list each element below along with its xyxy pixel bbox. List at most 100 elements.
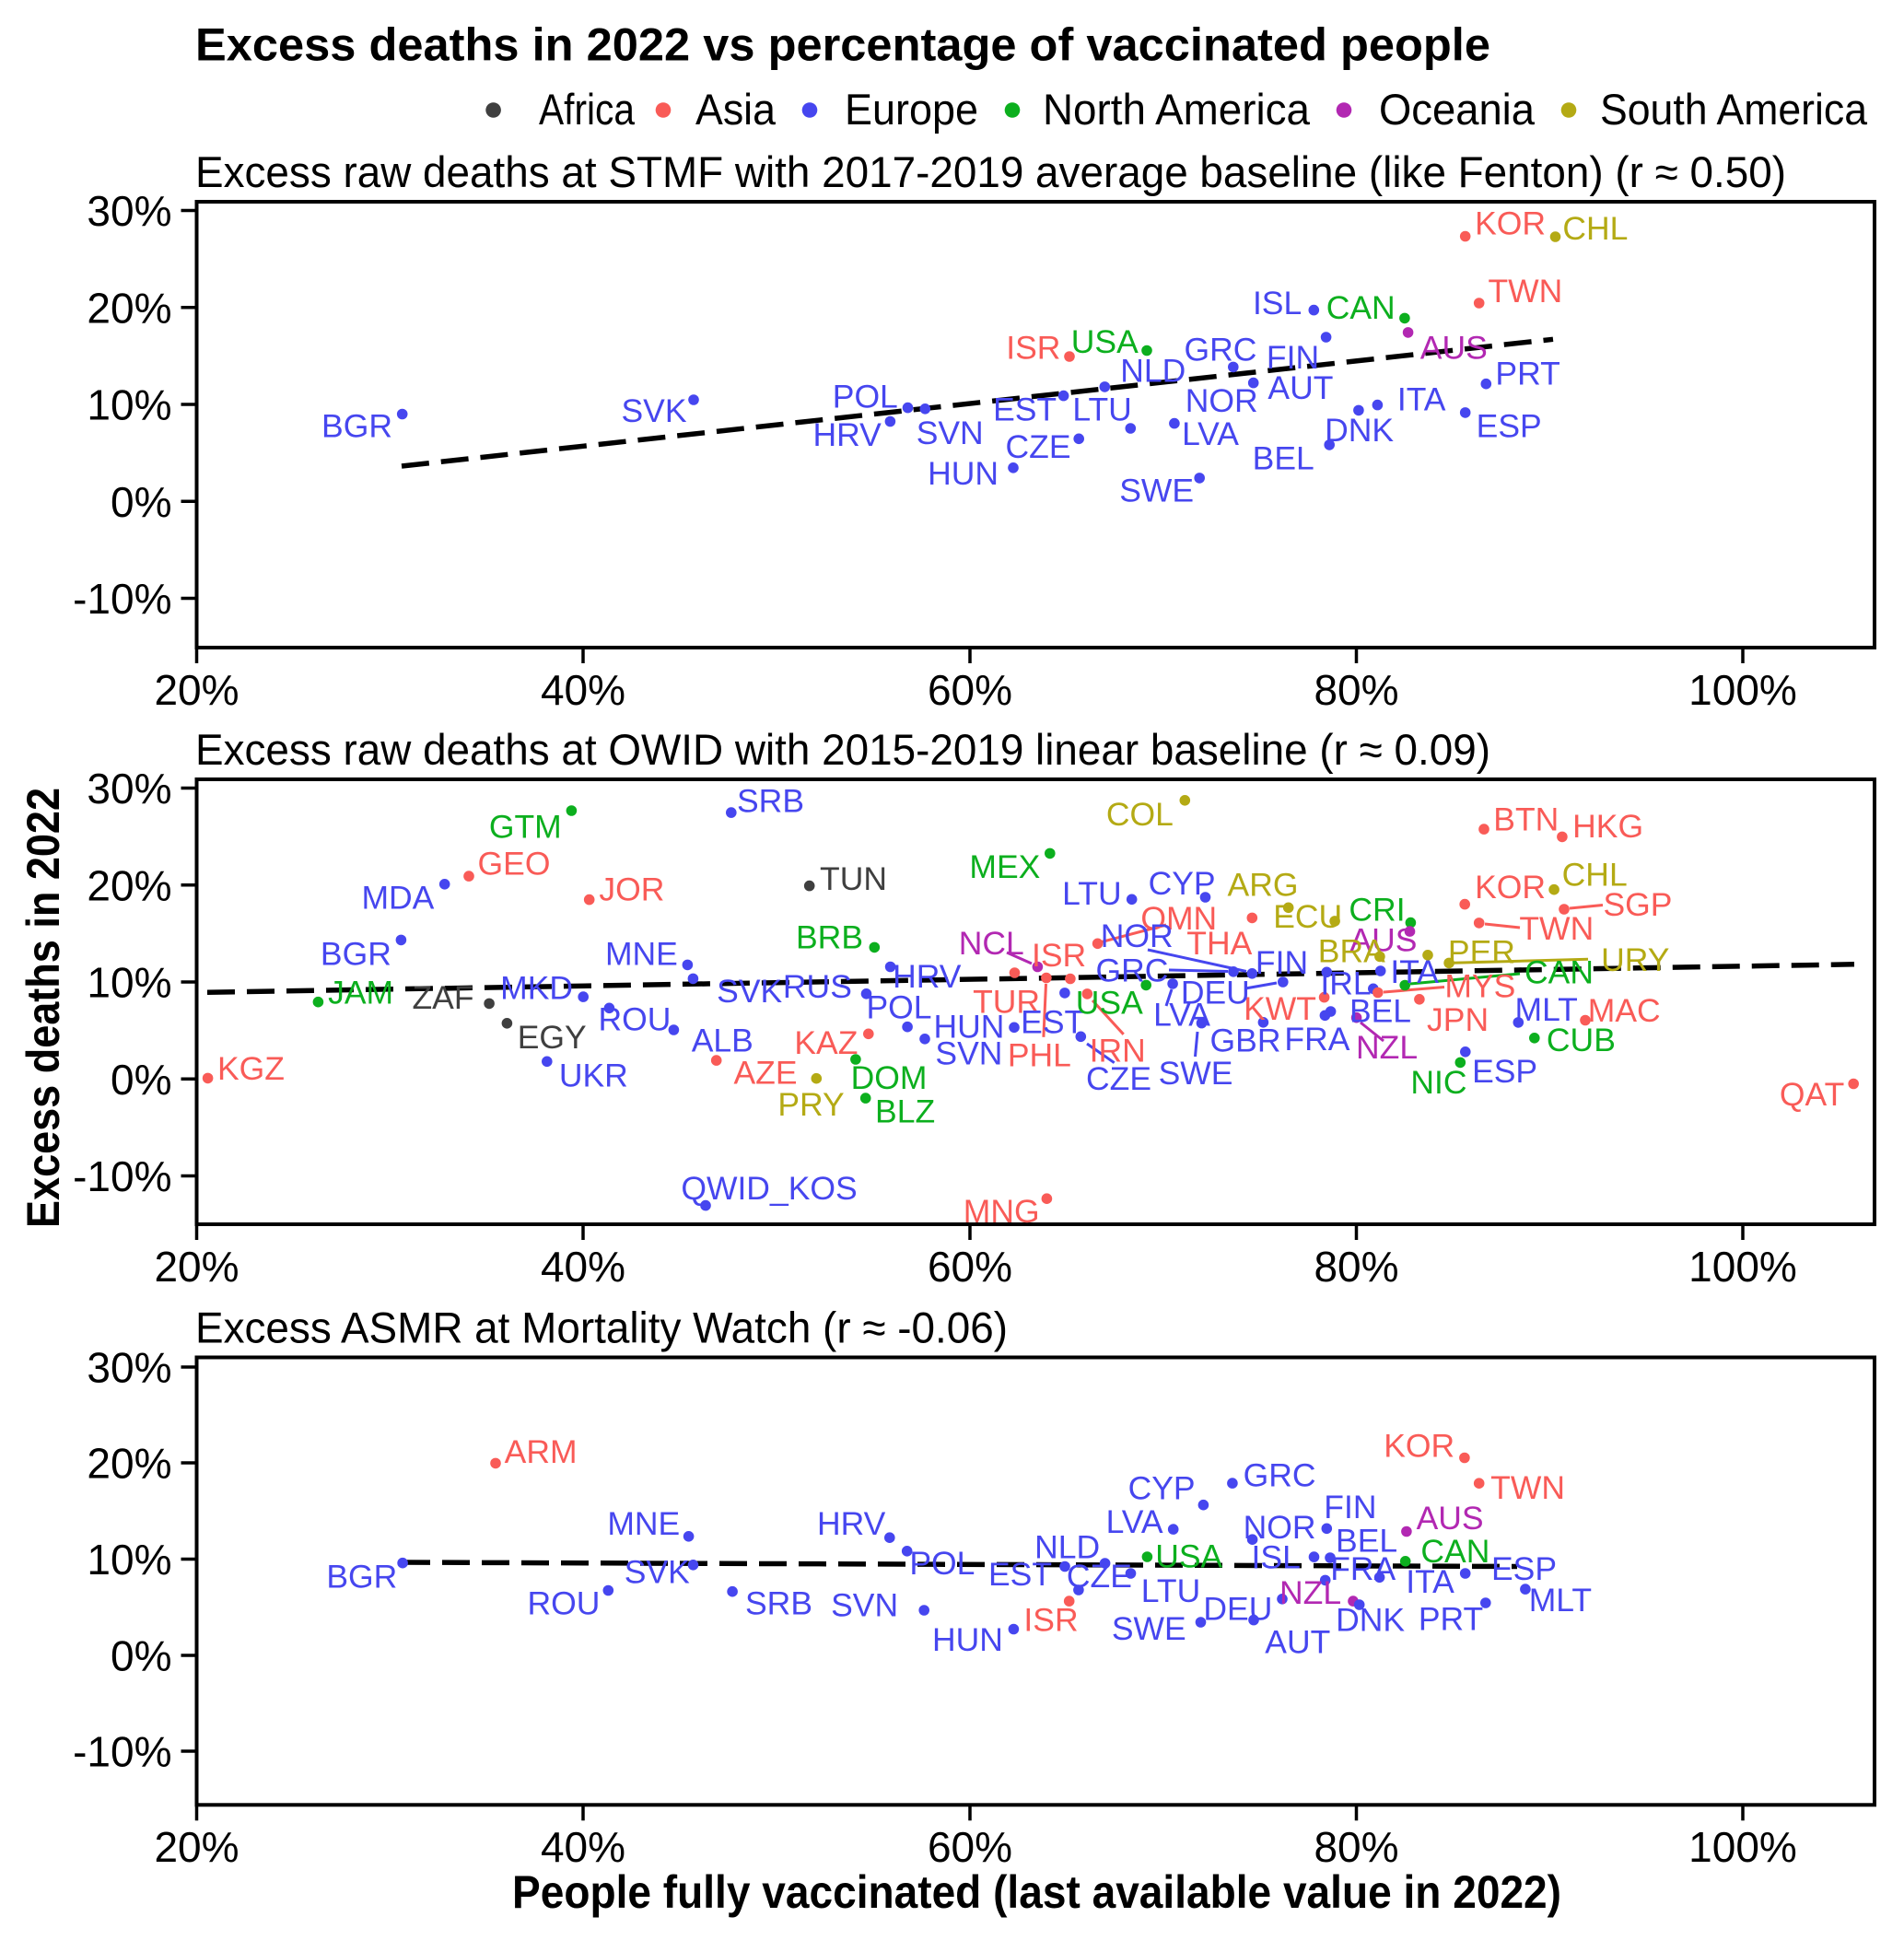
svg-text:0%: 0% bbox=[111, 1056, 171, 1104]
svg-text:MLT: MLT bbox=[1529, 1582, 1592, 1619]
svg-text:PRT: PRT bbox=[1495, 356, 1559, 392]
svg-text:USA: USA bbox=[1071, 323, 1139, 360]
svg-text:GRC: GRC bbox=[1244, 1457, 1316, 1494]
svg-text:ALB: ALB bbox=[692, 1023, 753, 1059]
svg-text:MNE: MNE bbox=[605, 936, 678, 973]
svg-text:80%: 80% bbox=[1314, 1823, 1398, 1871]
svg-text:FRA: FRA bbox=[1330, 1550, 1396, 1587]
svg-text:BRA: BRA bbox=[1318, 932, 1385, 969]
svg-text:USA: USA bbox=[1076, 984, 1143, 1021]
svg-text:LTU: LTU bbox=[1072, 392, 1131, 428]
svg-text:OMN: OMN bbox=[1140, 900, 1217, 937]
svg-text:10%: 10% bbox=[87, 381, 171, 429]
svg-text:10%: 10% bbox=[87, 959, 171, 1007]
svg-text:AUT: AUT bbox=[1267, 369, 1333, 406]
svg-text:SWE: SWE bbox=[1159, 1055, 1233, 1092]
svg-text:POL: POL bbox=[833, 379, 898, 415]
svg-text:FIN: FIN bbox=[1256, 944, 1308, 981]
svg-text:SVN: SVN bbox=[935, 1034, 1002, 1071]
svg-text:URY: URY bbox=[1601, 941, 1669, 978]
svg-text:HRV: HRV bbox=[817, 1505, 886, 1542]
svg-text:COL: COL bbox=[1106, 796, 1174, 833]
svg-text:20%: 20% bbox=[154, 1243, 239, 1291]
svg-text:Excess deaths in 2022 vs perce: Excess deaths in 2022 vs percentage of v… bbox=[195, 19, 1490, 71]
svg-text:40%: 40% bbox=[541, 666, 625, 714]
svg-text:0%: 0% bbox=[111, 1632, 171, 1680]
svg-text:FRA: FRA bbox=[1284, 1021, 1349, 1058]
svg-text:People fully vaccinated (last: People fully vaccinated (last available … bbox=[512, 1866, 1561, 1918]
svg-text:NCL: NCL bbox=[959, 925, 1024, 962]
svg-text:GRC: GRC bbox=[1185, 332, 1257, 368]
svg-text:ARM: ARM bbox=[505, 1433, 578, 1470]
svg-text:CHL: CHL bbox=[1562, 857, 1628, 894]
svg-text:TWN: TWN bbox=[1488, 273, 1562, 310]
svg-text:MLT: MLT bbox=[1515, 991, 1578, 1028]
svg-text:BRB: BRB bbox=[796, 919, 863, 956]
svg-text:EST: EST bbox=[988, 1556, 1052, 1593]
svg-text:USA: USA bbox=[1155, 1537, 1222, 1574]
svg-text:20%: 20% bbox=[87, 284, 171, 332]
svg-text:UKR: UKR bbox=[559, 1057, 628, 1093]
svg-text:ISL: ISL bbox=[1253, 285, 1302, 321]
svg-text:EST: EST bbox=[1021, 1003, 1084, 1040]
svg-text:AUS: AUS bbox=[1420, 330, 1488, 367]
svg-text:AUT: AUT bbox=[1265, 1624, 1330, 1661]
svg-text:CAN: CAN bbox=[1326, 289, 1396, 326]
svg-text:CZE: CZE bbox=[1006, 428, 1071, 465]
svg-text:GTM: GTM bbox=[489, 808, 562, 845]
svg-text:DEU: DEU bbox=[1181, 975, 1250, 1011]
svg-text:NOR: NOR bbox=[1244, 1509, 1316, 1546]
svg-text:BEL: BEL bbox=[1253, 439, 1314, 476]
svg-text:SWE: SWE bbox=[1119, 473, 1194, 509]
svg-text:SRB: SRB bbox=[745, 1585, 812, 1622]
svg-text:LTU: LTU bbox=[1141, 1572, 1200, 1609]
svg-text:20%: 20% bbox=[154, 1823, 239, 1871]
svg-text:EGY: EGY bbox=[518, 1019, 587, 1056]
svg-text:QAT: QAT bbox=[1780, 1076, 1844, 1113]
svg-text:Europe: Europe bbox=[845, 85, 978, 134]
svg-text:NLD: NLD bbox=[1120, 353, 1186, 390]
svg-text:GEO: GEO bbox=[478, 846, 551, 882]
svg-text:AUS: AUS bbox=[1417, 1500, 1484, 1537]
svg-text:IRN: IRN bbox=[1090, 1032, 1146, 1069]
svg-text:Excess ASMR at Mortality Watch: Excess ASMR at Mortality Watch (r ≈ -0.0… bbox=[195, 1303, 1008, 1352]
svg-text:LVA: LVA bbox=[1106, 1503, 1163, 1540]
svg-text:RUS: RUS bbox=[783, 968, 852, 1005]
svg-text:KAZ: KAZ bbox=[794, 1024, 858, 1061]
svg-text:CAN: CAN bbox=[1420, 1533, 1489, 1570]
svg-text:NLD: NLD bbox=[1034, 1529, 1100, 1566]
svg-text:HUN: HUN bbox=[933, 1008, 1004, 1045]
svg-text:ZAF: ZAF bbox=[412, 979, 473, 1016]
svg-text:THA: THA bbox=[1186, 925, 1252, 962]
svg-text:Oceania: Oceania bbox=[1379, 85, 1536, 134]
svg-text:GRC: GRC bbox=[1096, 953, 1169, 989]
svg-text:CYP: CYP bbox=[1128, 1470, 1196, 1507]
svg-text:KOR: KOR bbox=[1475, 869, 1546, 906]
svg-text:DNK: DNK bbox=[1325, 412, 1394, 449]
svg-text:DEU: DEU bbox=[1203, 1590, 1272, 1627]
svg-text:KOR: KOR bbox=[1475, 205, 1546, 242]
svg-text:SVN: SVN bbox=[917, 415, 984, 451]
svg-text:DNK: DNK bbox=[1336, 1601, 1405, 1638]
svg-text:CRI: CRI bbox=[1349, 891, 1405, 928]
svg-text:QWID_KOS: QWID_KOS bbox=[681, 1170, 857, 1207]
svg-text:BGR: BGR bbox=[326, 1559, 397, 1595]
svg-text:AUS: AUS bbox=[1349, 921, 1417, 958]
svg-text:CZE: CZE bbox=[1086, 1060, 1151, 1097]
svg-text:ITA: ITA bbox=[1406, 1563, 1454, 1600]
svg-text:ESP: ESP bbox=[1477, 408, 1542, 445]
svg-text:CAN: CAN bbox=[1524, 953, 1594, 990]
svg-text:HKG: HKG bbox=[1572, 808, 1643, 845]
svg-text:BEL: BEL bbox=[1349, 992, 1411, 1029]
svg-text:NOR: NOR bbox=[1186, 382, 1258, 419]
svg-text:SGP: SGP bbox=[1604, 886, 1673, 923]
svg-text:KOR: KOR bbox=[1384, 1427, 1454, 1464]
svg-text:BEL: BEL bbox=[1336, 1522, 1397, 1559]
svg-text:-10%: -10% bbox=[73, 1152, 171, 1200]
svg-text:Africa: Africa bbox=[539, 85, 636, 134]
svg-text:South America: South America bbox=[1600, 85, 1868, 134]
svg-text:MNE: MNE bbox=[607, 1505, 680, 1542]
svg-text:100%: 100% bbox=[1688, 1823, 1797, 1871]
svg-text:SVN: SVN bbox=[831, 1587, 898, 1624]
svg-text:MNG: MNG bbox=[964, 1193, 1040, 1230]
